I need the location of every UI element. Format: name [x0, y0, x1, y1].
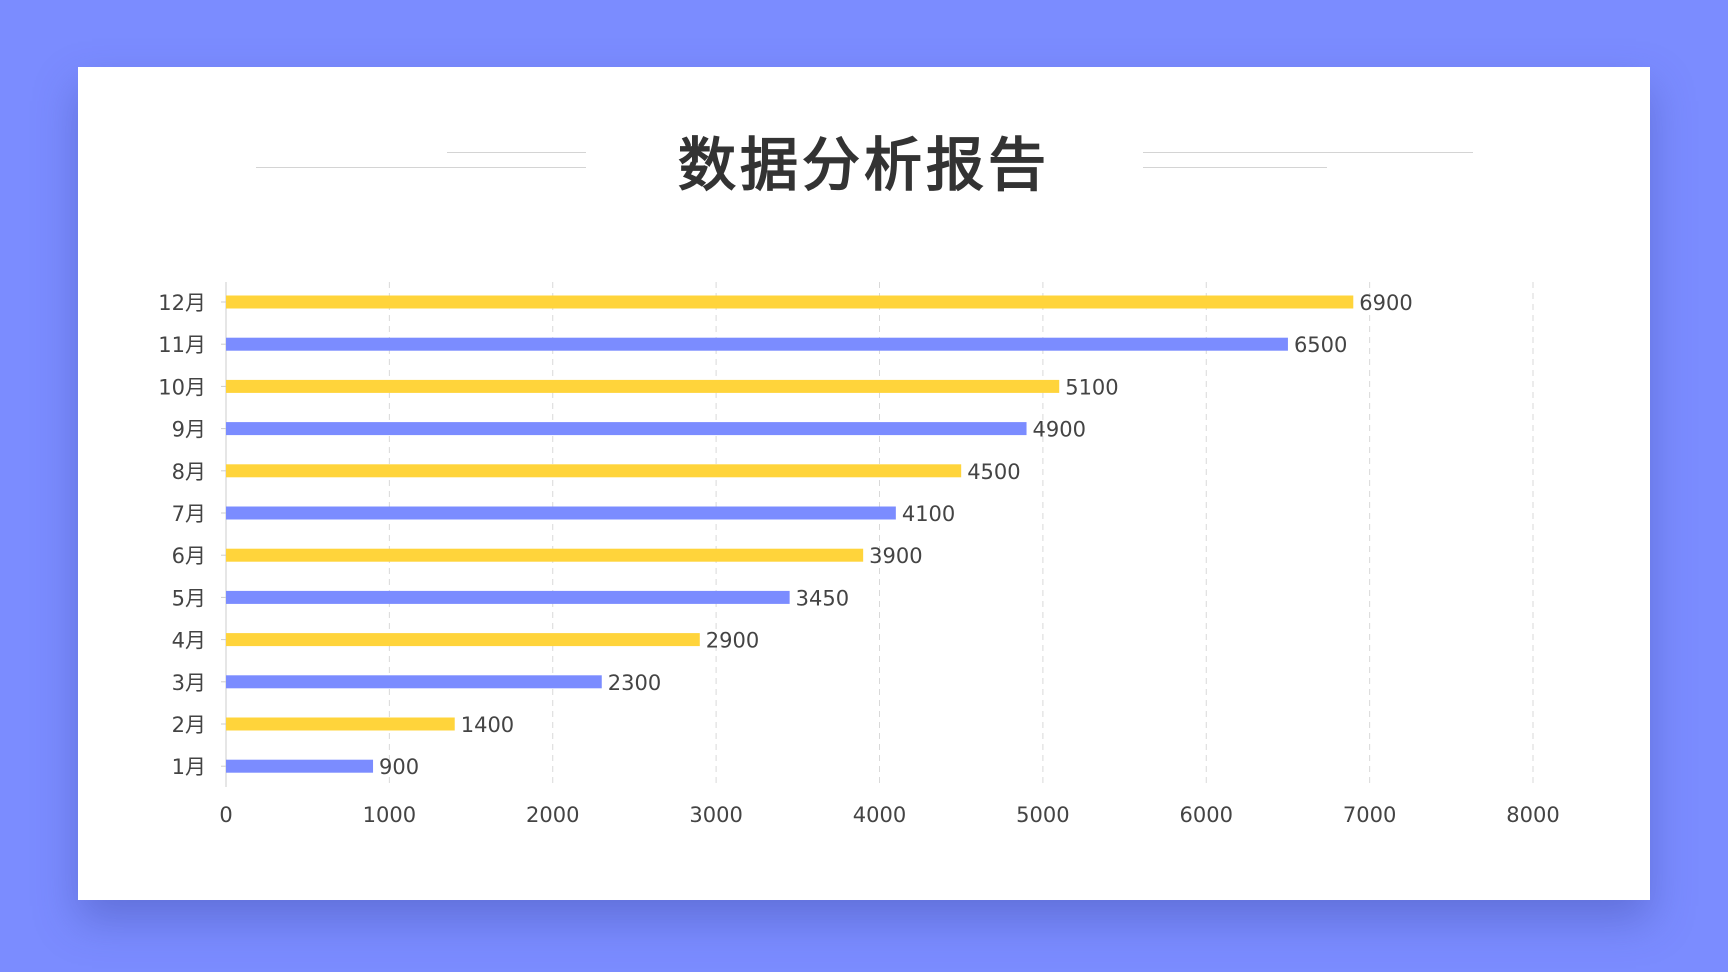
bar	[226, 759, 374, 773]
data-label: 900	[379, 755, 419, 779]
bar	[226, 506, 896, 520]
title-decoration-line	[447, 152, 586, 153]
data-label: 3900	[869, 544, 922, 568]
bar	[226, 422, 1027, 436]
y-tick-label: 4月	[172, 629, 206, 653]
x-tick-label: 3000	[689, 803, 742, 827]
bar	[226, 464, 962, 478]
x-tick-label: 1000	[363, 803, 416, 827]
y-tick-label: 9月	[172, 418, 206, 442]
page-title: 数据分析报告	[677, 131, 1050, 199]
x-tick-label: 7000	[1343, 803, 1396, 827]
y-tick-label: 3月	[172, 671, 206, 695]
data-label: 6900	[1359, 291, 1412, 315]
y-tick-label: 10月	[158, 375, 206, 399]
bar	[226, 633, 700, 647]
title-decoration-line	[1143, 152, 1473, 153]
data-label: 4900	[1033, 418, 1086, 442]
x-tick-label: 6000	[1180, 803, 1233, 827]
title-decoration-line	[1143, 167, 1327, 168]
bar	[226, 337, 1288, 351]
y-tick-label: 6月	[172, 544, 206, 568]
y-tick-label: 11月	[158, 333, 206, 357]
bar	[226, 295, 1354, 309]
data-label: 2300	[608, 671, 661, 695]
y-tick-label: 7月	[172, 502, 206, 526]
data-label: 2900	[706, 629, 759, 653]
title-decoration-line	[256, 167, 586, 168]
bar	[226, 590, 790, 604]
bar	[226, 717, 455, 731]
x-tick-label: 0	[219, 803, 232, 827]
data-label: 1400	[461, 713, 514, 737]
x-tick-label: 2000	[526, 803, 579, 827]
x-tick-label: 4000	[853, 803, 906, 827]
bar	[226, 548, 864, 562]
data-label: 4500	[967, 460, 1020, 484]
y-tick-label: 2月	[172, 713, 206, 737]
x-tick-label: 5000	[1016, 803, 1069, 827]
y-tick-label: 5月	[172, 586, 206, 610]
data-label: 5100	[1065, 375, 1118, 399]
data-label: 3450	[796, 586, 849, 610]
bar	[226, 675, 602, 689]
data-label: 6500	[1294, 333, 1347, 357]
bar	[226, 379, 1060, 393]
y-tick-label: 12月	[158, 291, 206, 315]
y-tick-label: 1月	[172, 755, 206, 779]
x-tick-label: 8000	[1506, 803, 1559, 827]
data-label: 4100	[902, 502, 955, 526]
y-tick-label: 8月	[172, 460, 206, 484]
